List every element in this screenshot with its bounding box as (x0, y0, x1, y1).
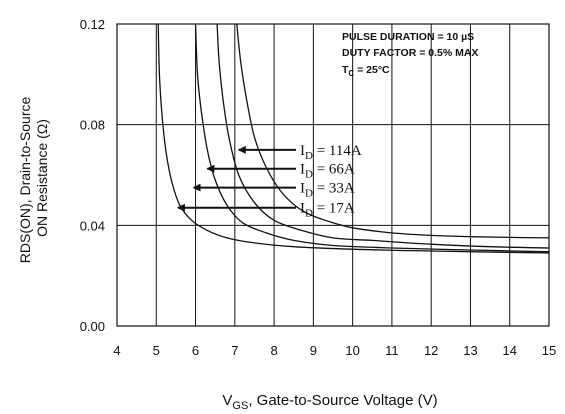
x-tick-label: 15 (542, 343, 556, 358)
x-tick-label: 11 (385, 343, 399, 358)
series-label: ID = 33A (300, 181, 355, 200)
x-tick-label: 10 (345, 343, 359, 358)
x-tick-label: 13 (463, 343, 477, 358)
x-axis-label: VGS, Gate-to-Source Voltage (V) (222, 392, 437, 412)
y-axis-label: RDS(ON), Drain-to-Source ON Resistance (… (17, 93, 50, 263)
y-tick-label: 0.08 (80, 118, 105, 133)
x-tick-label: 5 (153, 343, 160, 358)
x-tick-label: 4 (113, 343, 120, 358)
duty-factor-label: DUTY FACTOR = 0.5% MAX (342, 47, 478, 59)
series-line (216, 23, 550, 249)
series-line (236, 23, 550, 239)
y-tick-label: 0.12 (80, 17, 105, 32)
x-tick-labels: 4 5 6 7 8 9 10 11 12 13 14 15 (113, 343, 556, 358)
series-line (157, 23, 550, 254)
y-tick-labels: 0.00 0.04 0.08 0.12 (80, 17, 105, 334)
series-line (194, 23, 550, 253)
y-tick-label: 0.04 (80, 218, 105, 233)
grid (117, 24, 549, 326)
pulse-duration-label: PULSE DURATION = 10 µS (342, 31, 474, 43)
series-label: ID = 66A (300, 162, 355, 181)
x-tick-label: 7 (231, 343, 238, 358)
plot-frame (116, 23, 550, 327)
conditions-note: PULSE DURATION = 10 µS DUTY FACTOR = 0.5… (342, 31, 478, 78)
series-label: ID = 114A (300, 143, 362, 162)
x-tick-label: 8 (270, 343, 277, 358)
temperature-label: TC = 25°C (342, 64, 390, 78)
x-tick-label: 6 (192, 343, 199, 358)
plot-area-border (116, 23, 550, 327)
y-tick-label: 0.00 (80, 319, 105, 334)
x-tick-label: 14 (502, 343, 516, 358)
x-tick-label: 12 (424, 343, 438, 358)
curves (157, 23, 550, 254)
series-label: ID = 17A (300, 201, 355, 220)
x-tick-label: 9 (310, 343, 317, 358)
